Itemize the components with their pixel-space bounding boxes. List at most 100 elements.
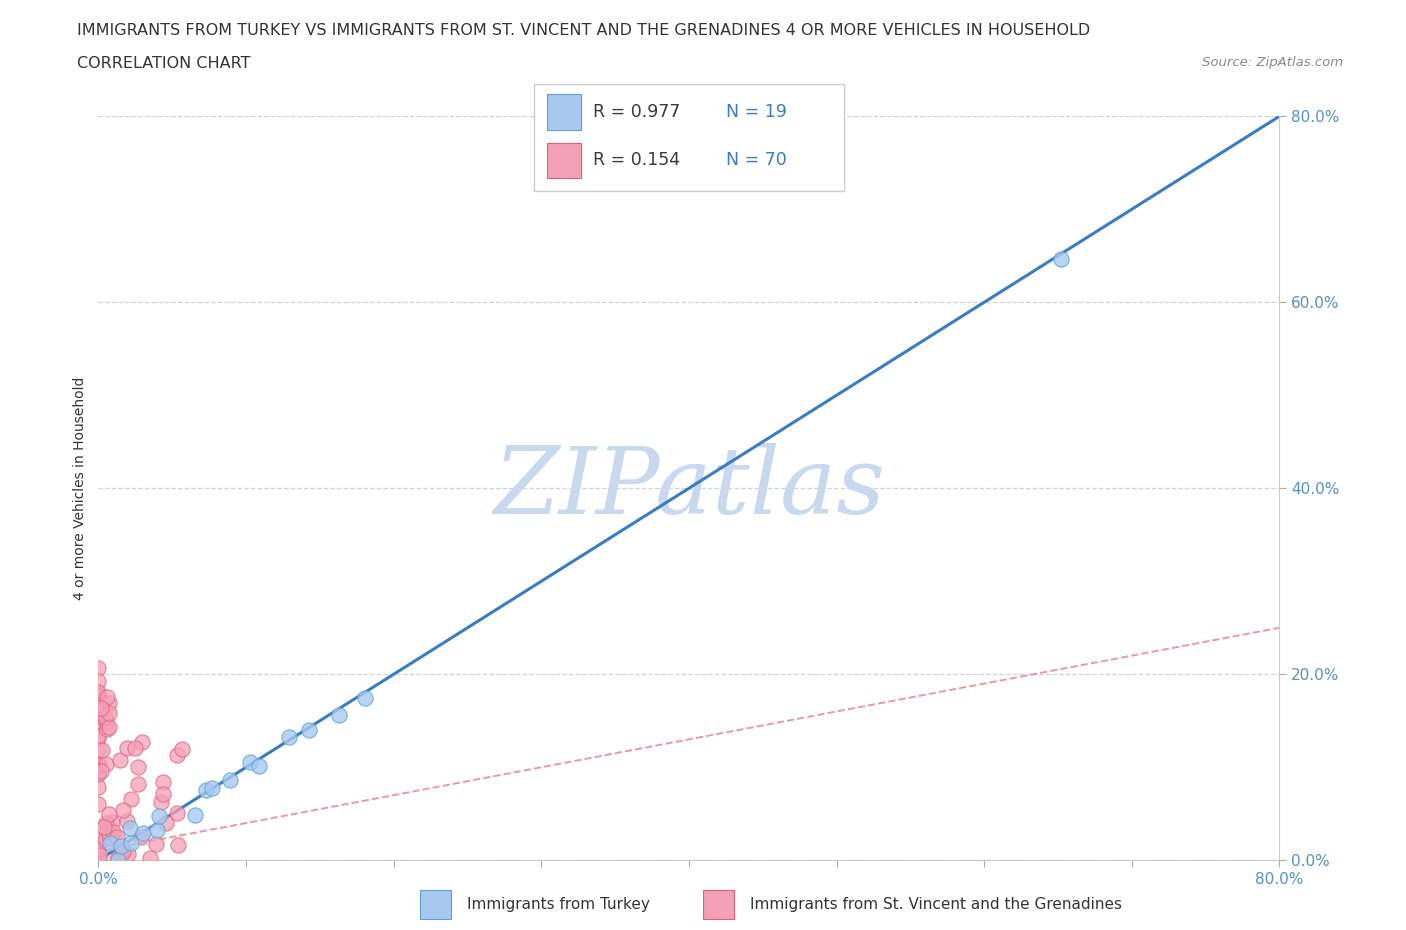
Point [170, 742, 193, 757]
Point [148, 808, 170, 823]
Point [152, 775, 174, 790]
Point [328, 707, 350, 722]
Point [97, 824, 120, 839]
Point [115, 814, 138, 829]
Point [94, 714, 117, 729]
Point [94, 757, 117, 772]
Point [87, 698, 110, 712]
Point [101, 825, 124, 840]
Point [152, 787, 174, 802]
Point [90, 700, 112, 715]
Point [1050, 251, 1073, 266]
Point [91, 742, 114, 757]
FancyBboxPatch shape [419, 890, 451, 919]
Point [166, 805, 188, 820]
Point [87, 839, 110, 854]
Point [219, 773, 242, 788]
Y-axis label: 4 or more Vehicles in Household: 4 or more Vehicles in Household [73, 377, 87, 600]
Point [87, 844, 110, 859]
Text: IMMIGRANTS FROM TURKEY VS IMMIGRANTS FROM ST. VINCENT AND THE GRENADINES 4 OR MO: IMMIGRANTS FROM TURKEY VS IMMIGRANTS FRO… [77, 23, 1091, 38]
Point [150, 794, 173, 809]
Point [87, 689, 110, 704]
FancyBboxPatch shape [547, 95, 581, 129]
FancyBboxPatch shape [547, 142, 581, 178]
Text: N = 70: N = 70 [725, 152, 787, 169]
Point [195, 783, 218, 798]
Point [105, 830, 128, 844]
Point [98, 706, 121, 721]
Text: N = 19: N = 19 [725, 103, 787, 121]
Point [87, 779, 110, 794]
Point [118, 820, 141, 835]
Point [87, 728, 110, 743]
Point [132, 825, 155, 840]
Text: R = 0.154: R = 0.154 [593, 152, 681, 169]
Point [98, 695, 121, 710]
Text: Source: ZipAtlas.com: Source: ZipAtlas.com [1202, 56, 1343, 69]
Point [124, 740, 146, 755]
Point [87, 718, 110, 733]
Point [183, 807, 205, 822]
Point [277, 729, 299, 744]
Point [146, 822, 169, 837]
Point [111, 844, 134, 858]
Point [247, 758, 270, 773]
Point [87, 767, 110, 782]
Point [87, 690, 110, 705]
Point [93, 819, 115, 834]
Point [87, 660, 110, 675]
Point [87, 758, 110, 773]
Point [98, 830, 121, 845]
Point [87, 842, 110, 857]
Point [201, 780, 224, 795]
Point [129, 830, 152, 844]
Point [155, 816, 177, 830]
Point [94, 831, 117, 846]
Text: ZIPatlas: ZIPatlas [494, 444, 884, 533]
Point [94, 710, 117, 724]
Point [98, 807, 121, 822]
Point [87, 730, 110, 745]
Point [110, 838, 132, 853]
Point [298, 723, 321, 737]
Point [115, 740, 138, 755]
Text: Immigrants from Turkey: Immigrants from Turkey [467, 897, 650, 912]
Point [108, 752, 131, 767]
Point [96, 722, 118, 737]
Point [87, 715, 110, 730]
Point [87, 851, 110, 866]
Point [87, 765, 110, 780]
Point [98, 720, 121, 735]
Point [98, 836, 121, 851]
Point [111, 848, 134, 863]
Point [354, 691, 377, 706]
Point [87, 673, 110, 688]
Point [239, 755, 262, 770]
Point [166, 748, 188, 763]
FancyBboxPatch shape [534, 84, 844, 191]
FancyBboxPatch shape [703, 890, 734, 919]
Point [139, 850, 162, 865]
Point [87, 686, 110, 701]
Text: R = 0.977: R = 0.977 [593, 103, 681, 121]
Point [87, 823, 110, 838]
Point [87, 796, 110, 811]
Point [112, 803, 135, 817]
Point [120, 791, 142, 806]
Point [167, 838, 190, 853]
Point [117, 846, 139, 861]
Point [127, 777, 149, 791]
Point [87, 704, 110, 719]
Point [107, 853, 129, 868]
Point [96, 689, 118, 704]
Point [145, 836, 167, 851]
Point [87, 755, 110, 770]
Point [90, 764, 112, 778]
Point [105, 852, 128, 867]
Point [120, 836, 142, 851]
Point [94, 816, 117, 830]
Point [87, 706, 110, 721]
Point [87, 742, 110, 757]
Text: Immigrants from St. Vincent and the Grenadines: Immigrants from St. Vincent and the Gren… [751, 897, 1122, 912]
Point [87, 684, 110, 699]
